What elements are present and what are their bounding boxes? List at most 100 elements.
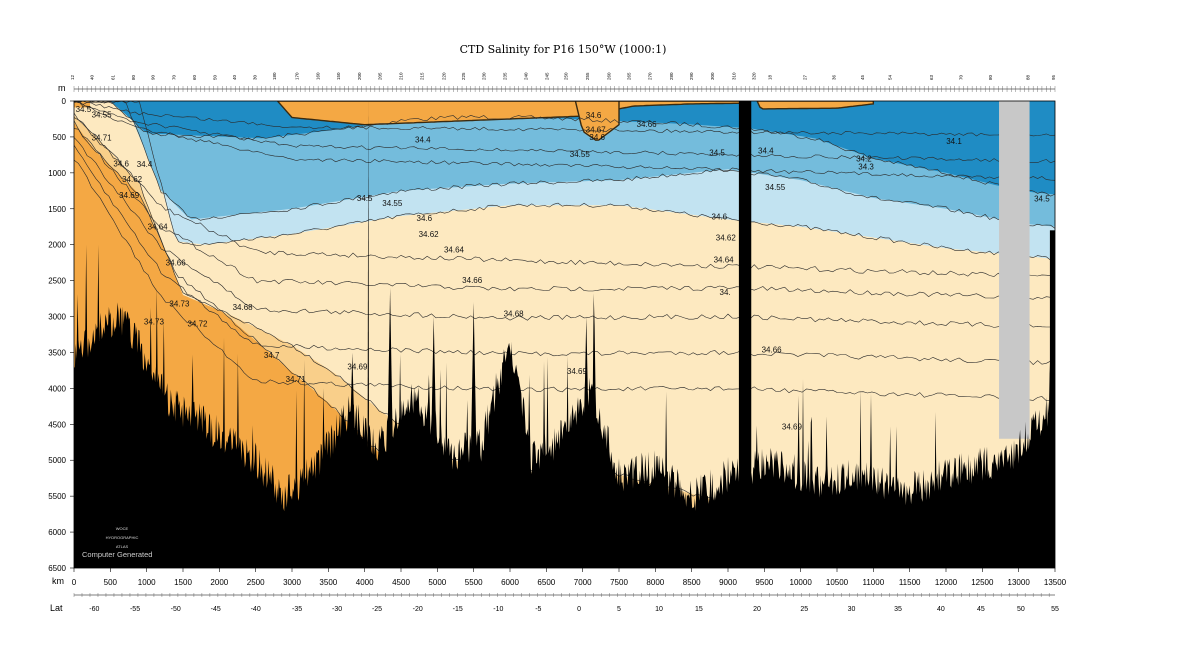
depth-tick-label: 1000 <box>48 169 66 178</box>
station-label: 200 <box>357 72 362 80</box>
lat-tick-label: -30 <box>332 606 342 613</box>
km-axis: 0 500 1000 1500 2000 2500 3000 3500 4000 4500 5000… <box>72 568 1067 587</box>
station-label: 215 <box>420 72 425 80</box>
km-tick-label: 10500 <box>826 578 849 587</box>
lat-tick-label: 15 <box>695 606 703 613</box>
depth-tick-label: 2500 <box>48 277 66 286</box>
km-tick-label: 9500 <box>755 578 773 587</box>
lat-tick-label: -5 <box>535 606 541 613</box>
seamount-5 <box>387 287 394 461</box>
lat-tick-label: -20 <box>413 606 423 613</box>
depth-tick-label: 4000 <box>48 384 66 393</box>
contour-mid-2 <box>74 137 1055 329</box>
station-label: 205 <box>377 72 382 80</box>
contour-mid-4 <box>74 159 1055 402</box>
station-label: 255 <box>585 72 590 80</box>
contour-label: 34.2 <box>856 154 872 163</box>
aleutian-margin <box>1049 230 1055 568</box>
contour-label: 34.69 <box>567 367 588 376</box>
station-label: 170 <box>295 72 300 80</box>
station-label: 54 <box>888 74 893 80</box>
lat-tick-label: 5 <box>617 606 621 613</box>
contour-mid-1 <box>74 128 1055 301</box>
contour-label: 34.69 <box>119 191 140 200</box>
km-tick-label: 13000 <box>1008 578 1031 587</box>
km-tick-label: 3000 <box>283 578 301 587</box>
lat-tick-label: 20 <box>753 606 761 613</box>
km-tick-label: 2000 <box>210 578 228 587</box>
contour-label: 34.4 <box>415 136 431 145</box>
station-label: 40 <box>90 74 95 80</box>
contour-upper-1 <box>74 101 1055 164</box>
km-tick-label: 0 <box>72 578 77 587</box>
contour-label: 34.4 <box>758 146 774 155</box>
lat-tick-label: 35 <box>894 606 902 613</box>
contour-label: 34.4 <box>137 160 153 169</box>
km-tick-label: 11500 <box>899 578 921 587</box>
station-label: 225 <box>461 72 466 80</box>
station-label: 18 <box>768 74 773 80</box>
station-label: 280 <box>669 72 674 80</box>
km-tick-label: 500 <box>104 578 118 587</box>
lat-tick-label: -35 <box>292 606 302 613</box>
depth-tick-label: 3500 <box>48 348 66 357</box>
surface-lens <box>74 101 875 141</box>
south-pacific-lens <box>276 101 747 126</box>
contour-label: 34.64 <box>714 256 735 265</box>
contour-label: 34.71 <box>286 375 307 384</box>
km-tick-label: 9000 <box>719 578 737 587</box>
depth-tick-label: 4500 <box>48 420 66 429</box>
contour-label: 34.71 <box>92 134 113 143</box>
contour-label: 34. <box>720 288 731 297</box>
contour-label: 34.7 <box>264 351 280 360</box>
seamount-6 <box>430 316 437 461</box>
station-label: 320 <box>752 72 757 80</box>
km-tick-label: 1500 <box>174 578 192 587</box>
km-tick-label: 12500 <box>971 578 994 587</box>
station-label: 290 <box>689 72 694 80</box>
lat-tick-label: 30 <box>848 606 856 613</box>
lat-tick-label: -25 <box>372 606 382 613</box>
seamount-2 <box>470 302 477 461</box>
seafloor-topography <box>74 101 1055 568</box>
depth-tick-label: 5000 <box>48 456 66 465</box>
station-label: 63 <box>929 74 934 80</box>
km-tick-label: 8000 <box>646 578 664 587</box>
km-tick-label: 8500 <box>683 578 701 587</box>
contour-label: 34.3 <box>858 162 874 171</box>
contour-label: 34.66 <box>762 346 783 355</box>
contour-label: 34.55 <box>382 199 403 208</box>
lat-tick-label: 25 <box>800 606 808 613</box>
lat-axis-label: Lat <box>50 603 63 613</box>
contour-upper-0 <box>74 101 1055 137</box>
lat-tick-label: -55 <box>130 606 140 613</box>
lat-tick-label: 40 <box>937 606 945 613</box>
contour-label: 34.5 <box>1034 195 1050 204</box>
depth-tick-label: 500 <box>53 133 67 142</box>
km-tick-label: 3500 <box>319 578 337 587</box>
station-label: 45 <box>860 74 865 80</box>
contour-label: 34.73 <box>169 300 190 309</box>
no-data-wedge <box>999 409 1030 439</box>
station-label: 50 <box>212 74 217 80</box>
no-data-panel <box>999 101 1030 439</box>
contour-2 <box>74 101 1055 261</box>
depth-tick-label: 5500 <box>48 492 66 501</box>
lat-tick-label: -50 <box>171 606 181 613</box>
watermark-line-2: HYDROGRAPHIC <box>106 535 139 540</box>
station-label: 80 <box>131 74 136 80</box>
woce-watermark: WOCE HYDROGRAPHIC ATLAS <box>106 526 139 549</box>
contour-label: 34.55 <box>765 183 786 192</box>
seamount-0 <box>367 101 370 461</box>
lat-tick-label: -15 <box>453 606 463 613</box>
station-label: 250 <box>563 72 568 80</box>
km-tick-label: 2500 <box>247 578 265 587</box>
hawaiian-ridge <box>738 101 752 568</box>
depth-tick-label: 1500 <box>48 205 66 214</box>
km-tick-label: 12000 <box>935 578 958 587</box>
chart-title: CTD Salinity for P16 150°W (1000:1) <box>460 43 667 56</box>
depth-axis: 0 500 1000 1500 2000 2500 3000 3500 4000 4500 5000… <box>48 97 74 573</box>
